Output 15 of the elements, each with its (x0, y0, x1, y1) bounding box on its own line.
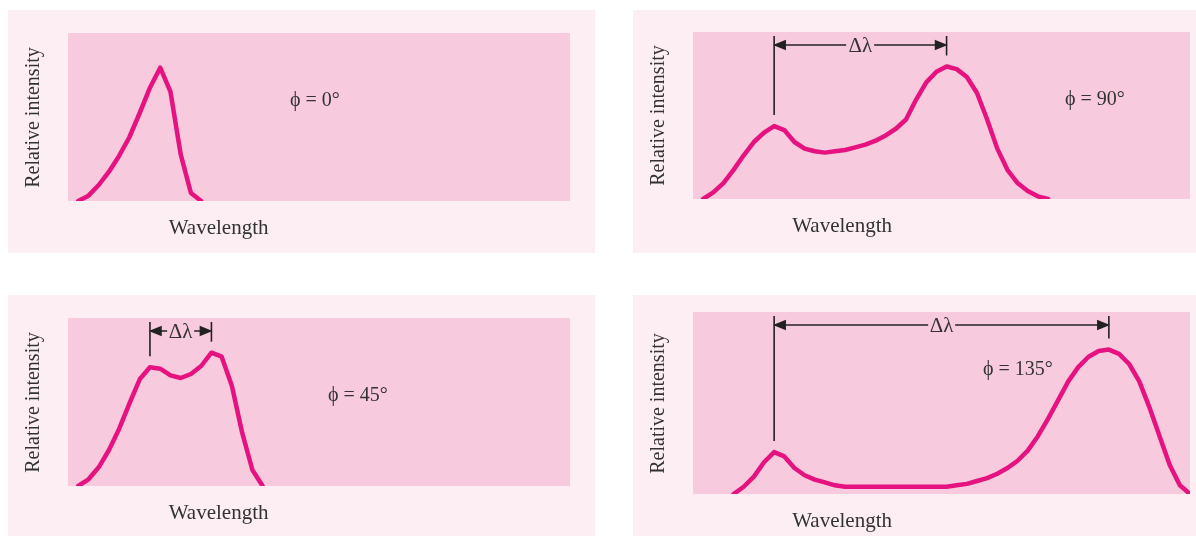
text: Δλ (166, 319, 195, 343)
y-axis-title: Relative intensity (20, 46, 44, 188)
x-axis-title: Wavelength (792, 213, 892, 238)
annotation: ϕ = 45° (328, 383, 388, 406)
text: Δλ (846, 33, 875, 57)
x-axis-title: Wavelength (792, 508, 892, 533)
x-axis-title: Wavelength (168, 215, 269, 240)
y-axis-title: Relative intensity (645, 45, 669, 186)
y-axis-title: Relative intensity (645, 332, 669, 474)
annotation: ϕ = 90° (1065, 87, 1125, 110)
y-axis-title: Relative intensity (20, 331, 44, 473)
text: Δλ (927, 313, 956, 337)
annotation: ϕ = 135° (983, 357, 1053, 380)
annotation: ϕ = 0° (290, 88, 340, 111)
x-axis-title: Wavelength (168, 500, 269, 525)
